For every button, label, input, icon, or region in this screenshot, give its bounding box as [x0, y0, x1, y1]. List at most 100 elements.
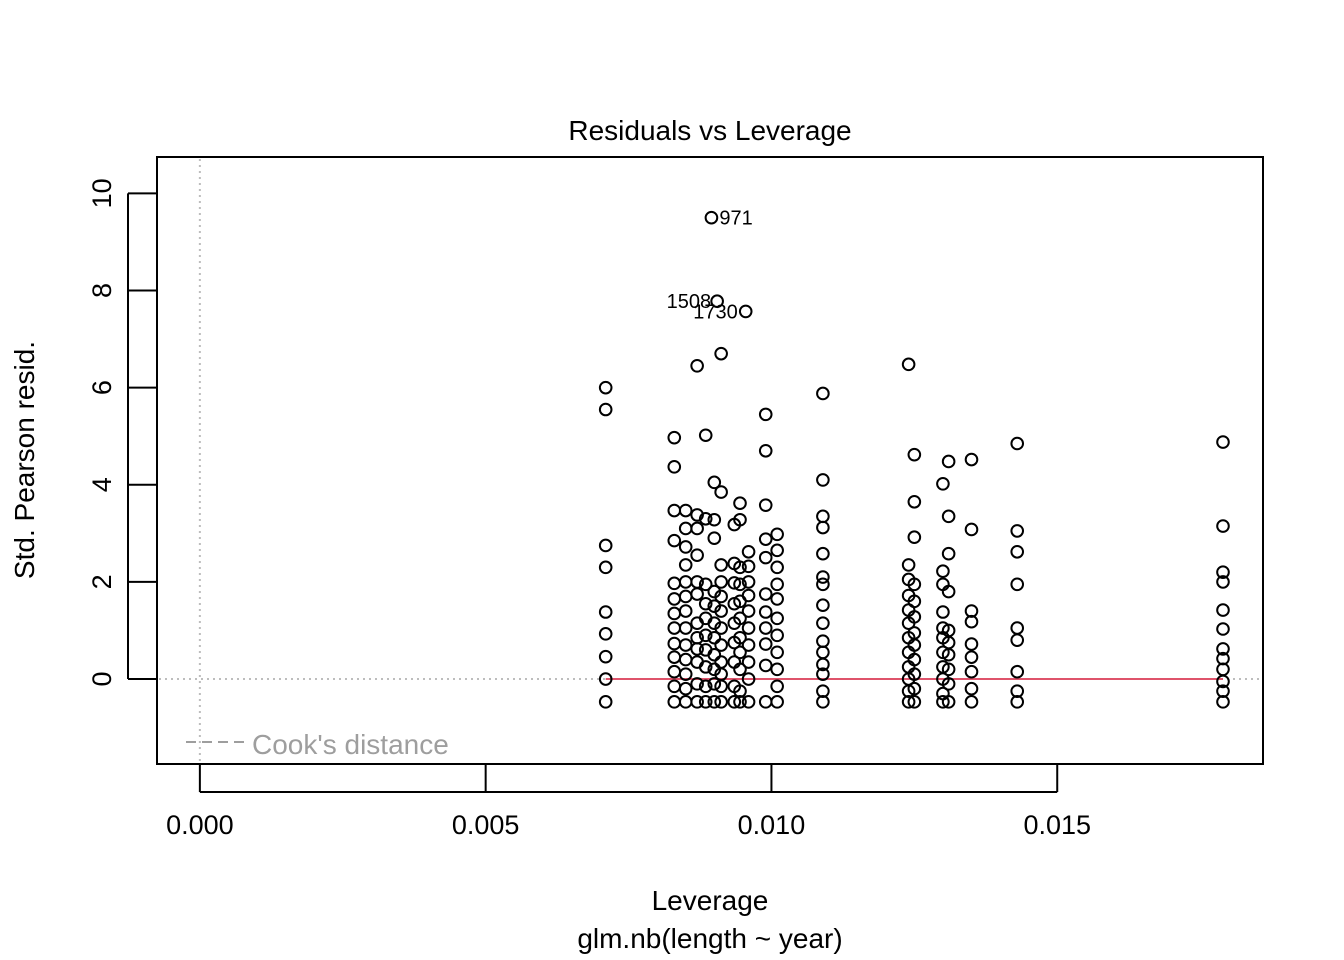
data-point [758, 658, 773, 673]
data-point [816, 634, 830, 648]
data-point [733, 512, 747, 527]
data-point [907, 638, 922, 652]
data-point [678, 558, 693, 572]
data-point [770, 577, 784, 592]
data-point [714, 638, 728, 652]
data-point [1216, 642, 1230, 656]
data-point [901, 695, 916, 709]
data-point [1010, 695, 1025, 709]
data-point [770, 611, 784, 626]
data-point-labeled [738, 304, 753, 319]
data-point [667, 650, 682, 664]
data-point [678, 638, 693, 652]
data-point [741, 695, 756, 709]
data-point [1216, 622, 1230, 636]
data-point [816, 695, 830, 709]
data-point [964, 695, 979, 709]
data-point [1010, 524, 1025, 538]
data-point [733, 611, 747, 626]
data-point [758, 621, 773, 635]
data-point [678, 604, 693, 618]
data-point [907, 594, 922, 609]
data-point [667, 606, 682, 621]
data-point [770, 560, 784, 575]
data-point [1010, 633, 1025, 647]
data-point [707, 531, 722, 545]
data-point [758, 498, 773, 512]
data-point [741, 655, 756, 669]
data-point [667, 576, 682, 591]
data-point [901, 558, 916, 572]
data-point [964, 681, 979, 696]
data-point [1216, 695, 1230, 709]
data-point [667, 533, 682, 548]
data-point [598, 649, 613, 664]
data-point [678, 652, 693, 667]
data-point [698, 628, 713, 643]
data-point [907, 447, 922, 462]
data-point [1216, 565, 1230, 579]
data-point [816, 667, 830, 681]
data-point [667, 460, 682, 474]
data-point [758, 637, 773, 651]
data-point [598, 605, 613, 619]
data-point [714, 621, 728, 635]
data-point [598, 560, 613, 575]
data-point [741, 575, 756, 589]
data-point [901, 357, 916, 372]
y-axis: 0 2 4 6 8 10 [87, 178, 157, 687]
data-point [941, 584, 956, 599]
data-point [907, 652, 922, 667]
data-point [678, 621, 693, 635]
data-point [678, 521, 693, 536]
data-point [690, 677, 704, 691]
data-point [733, 662, 747, 677]
data-point [667, 695, 682, 709]
data-point [667, 592, 682, 606]
data-point [698, 695, 713, 709]
data-point [714, 558, 728, 572]
data-point [770, 543, 784, 558]
data-point [690, 695, 704, 709]
x-tick-label: 0.010 [738, 810, 806, 840]
data-point [907, 610, 922, 624]
data-point [816, 616, 830, 630]
data-point [741, 638, 756, 652]
data-point [816, 546, 830, 561]
data-point [741, 559, 756, 574]
data-point [758, 587, 773, 601]
data-point [741, 672, 756, 686]
data-point [690, 359, 704, 373]
data-point [678, 503, 693, 518]
data-point [690, 508, 704, 522]
data-point [770, 645, 784, 660]
data-point [816, 570, 830, 584]
data-point [698, 660, 713, 674]
data-point [598, 402, 613, 417]
data-point [667, 503, 682, 518]
data-point [690, 548, 704, 562]
data-point [698, 596, 713, 611]
data-point [941, 695, 956, 709]
data-point [941, 454, 956, 469]
data-point [816, 520, 830, 535]
data-point-labeled [710, 294, 724, 309]
data-point [698, 577, 713, 592]
data-point [707, 512, 722, 527]
data-point [733, 695, 747, 709]
data-point [741, 588, 756, 603]
data-point [1216, 674, 1230, 689]
data-point [770, 527, 784, 542]
data-point [907, 667, 922, 681]
x-axis-title: Leverage [652, 885, 769, 916]
data-point [707, 695, 722, 709]
data-point [907, 530, 922, 545]
data-point [816, 657, 830, 672]
data-point [770, 592, 784, 606]
data-point [1216, 603, 1230, 617]
data-point [733, 630, 747, 645]
data-point [907, 695, 922, 709]
data-point [667, 664, 682, 679]
x-tick-label: 0.005 [452, 810, 520, 840]
data-point [727, 695, 742, 709]
